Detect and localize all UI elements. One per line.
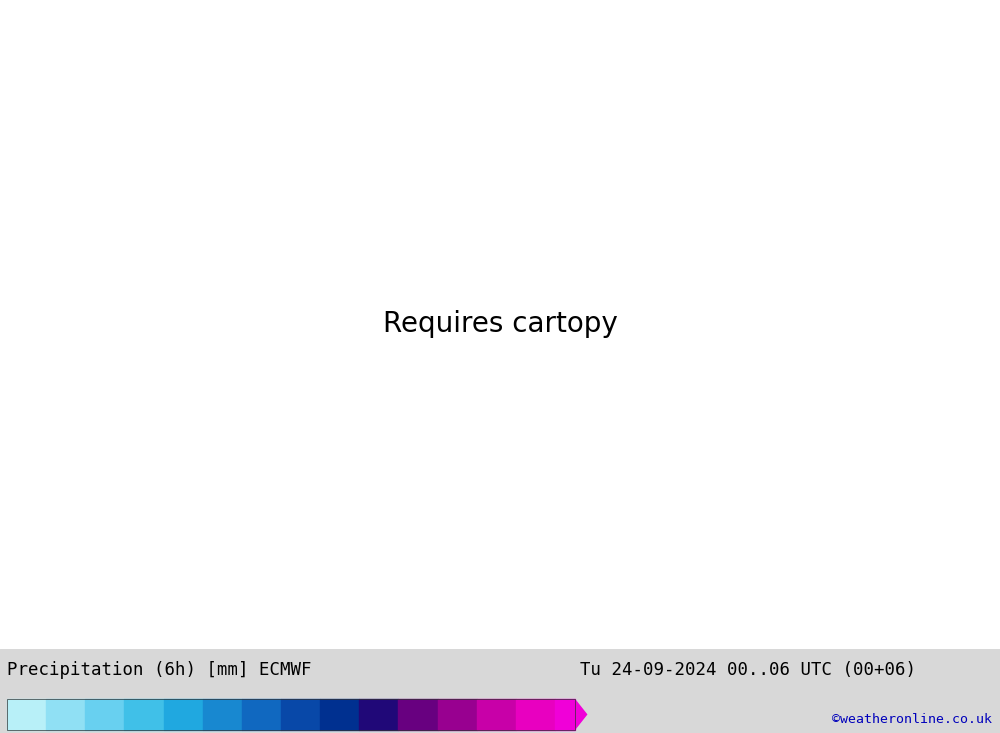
Bar (477, 699, 516, 729)
Bar (7, 699, 46, 729)
Bar (398, 699, 438, 729)
Bar (516, 699, 555, 729)
Bar (203, 699, 242, 729)
Bar (124, 699, 164, 729)
Bar (438, 699, 477, 729)
Bar (555, 699, 575, 729)
Text: Tu 24-09-2024 00..06 UTC (00+06): Tu 24-09-2024 00..06 UTC (00+06) (580, 661, 916, 679)
Bar (164, 699, 203, 729)
Polygon shape (575, 699, 587, 729)
Bar (281, 699, 320, 729)
Text: ©weatheronline.co.uk: ©weatheronline.co.uk (832, 713, 992, 726)
Bar (85, 699, 124, 729)
Text: Precipitation (6h) [mm] ECMWF: Precipitation (6h) [mm] ECMWF (7, 661, 312, 679)
Bar (46, 699, 85, 729)
Bar (242, 699, 281, 729)
Bar (359, 699, 398, 729)
Bar (7, 699, 575, 729)
Text: Requires cartopy: Requires cartopy (383, 310, 617, 339)
Bar (320, 699, 359, 729)
